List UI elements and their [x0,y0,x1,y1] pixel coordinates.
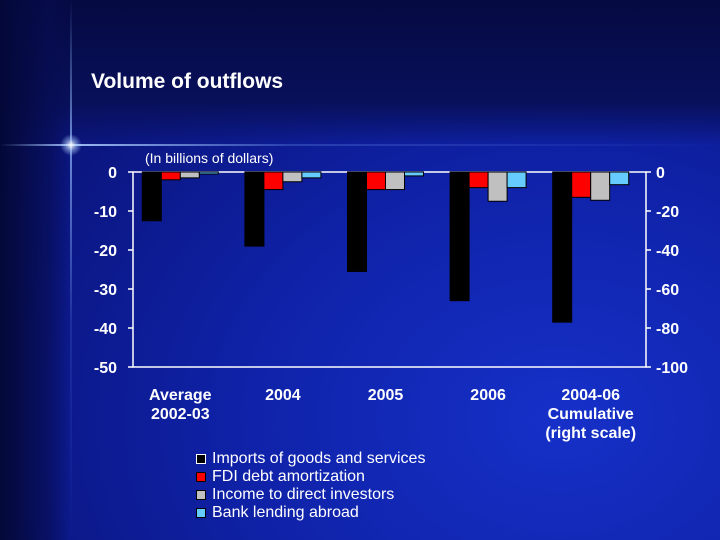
legend-swatch [196,490,206,500]
right-axis-tick-label: -80 [656,321,679,338]
category-label: 2006 [470,387,506,404]
left-axis-tick-label: -40 [94,321,117,338]
legend-item: Imports of goods and services [196,450,425,468]
category-label: 2004-06 [561,387,620,404]
bar [244,171,265,247]
slide-title: Volume of outflows [91,70,284,93]
category-label: Average [149,387,212,404]
background-left-band [0,0,70,540]
legend-swatch [196,454,206,464]
background-top-band [0,0,720,145]
legend-label: Imports of goods and services [212,450,426,467]
category-label: Cumulative [548,406,634,423]
left-axis-tick-label: -20 [94,243,117,260]
legend-item: Income to direct investors [196,486,425,504]
bar [468,171,489,189]
right-axis-tick-label: -100 [656,360,688,377]
legend-swatch [196,508,206,518]
flare-star-icon [60,134,82,156]
category-label: 2002-03 [151,406,210,423]
bar [366,171,386,191]
bar [552,171,573,323]
bar [449,171,470,302]
right-axis-tick-label: -60 [656,282,679,299]
bar [301,171,322,179]
legend-item: Bank lending abroad [196,504,425,522]
category-label: 2005 [368,387,404,404]
bar [263,171,284,191]
bar [282,171,303,183]
left-axis-tick-label: -30 [94,282,117,299]
bar [141,171,162,222]
right-axis-tick-label: -40 [656,243,679,260]
right-axis-tick-label: 0 [656,165,665,182]
bar [609,171,630,186]
legend-label: Income to direct investors [212,486,395,503]
right-axis-tick-label: -20 [656,204,679,221]
left-axis-tick-label: 0 [108,165,117,182]
left-axis-tick-label: -50 [94,360,117,377]
bar [590,171,611,201]
category-label: 2004 [265,387,301,404]
bar [160,171,181,181]
legend-label: Bank lending abroad [212,504,359,521]
category-label: (right scale) [545,425,636,442]
bar [571,171,592,198]
bar [179,171,200,179]
chart-legend: Imports of goods and services FDI debt am… [196,450,425,522]
bar [404,171,424,177]
legend-swatch [196,472,206,482]
bar [385,171,405,191]
chart-subtitle: (In billions of dollars) [145,150,273,166]
legend-item: FDI debt amortization [196,468,425,486]
bar [506,171,527,189]
flare-horizontal-line [0,144,720,146]
bar [347,171,367,272]
bar [198,171,219,175]
flare-vertical-line [70,0,72,540]
bar [487,171,508,202]
legend-label: FDI debt amortization [212,468,365,485]
left-axis-tick-label: -10 [94,204,117,221]
